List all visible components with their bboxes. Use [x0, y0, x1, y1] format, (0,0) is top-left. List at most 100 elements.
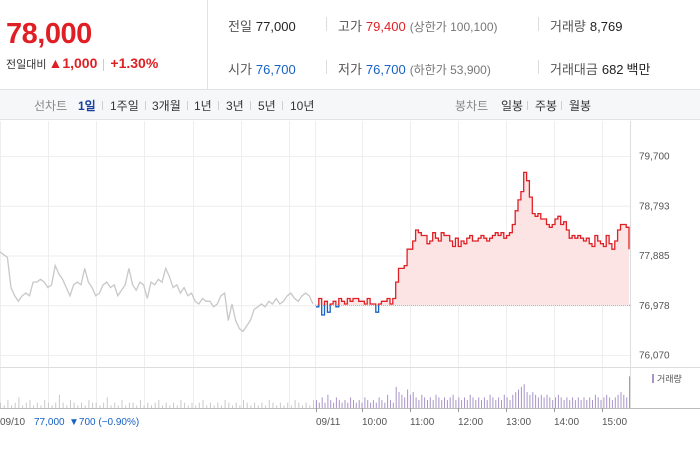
divider	[282, 101, 283, 110]
volume-bar	[503, 394, 505, 408]
y-tick-label: 76,070	[639, 351, 670, 362]
volume-value: 8,769	[589, 19, 623, 34]
volume-bar	[489, 394, 491, 408]
tab-3month[interactable]: 3개월	[152, 99, 181, 113]
volume-bar	[574, 400, 576, 408]
volume-bar	[435, 394, 437, 408]
tab-daily-candle[interactable]: 일봉	[501, 99, 524, 113]
volume-bar	[438, 397, 440, 408]
today-up-line	[318, 171, 630, 306]
volume-bar	[535, 394, 537, 408]
volume-bar	[202, 400, 204, 408]
tab-1year[interactable]: 1년	[194, 99, 212, 113]
volume-bar	[257, 405, 259, 408]
volume-bar	[415, 397, 417, 408]
volume-bar	[407, 389, 409, 408]
divider	[538, 60, 539, 74]
intraday-price-chart: 79,700 78,793 77,885 76,978 76,070 거래량 09/10…	[0, 121, 700, 428]
x-axis: 09/10 77,000 ▼700 (−0.90%) 09/11 10:00 11:00 1…	[0, 408, 627, 428]
volume-bar	[452, 394, 454, 408]
volume-bar	[117, 405, 119, 408]
tab-weekly-candle[interactable]: 주봉	[535, 99, 558, 113]
volume-bar	[390, 400, 391, 408]
tab-monthly-candle[interactable]: 월봉	[569, 99, 592, 113]
volume-bar	[358, 400, 360, 408]
volume-bar	[629, 376, 630, 408]
volume-bar	[444, 397, 445, 408]
divider	[527, 101, 528, 110]
volume-bar	[509, 400, 511, 408]
low-value: 76,700	[365, 62, 406, 77]
volume-bar	[498, 397, 500, 408]
up-arrow-icon: ▲	[48, 55, 63, 71]
volume-bar	[165, 402, 167, 408]
volume-bar	[14, 402, 16, 408]
tab-5year[interactable]: 5년	[258, 99, 276, 113]
volume-bar	[392, 402, 394, 408]
volume-bar	[372, 400, 374, 408]
volume-bar	[121, 400, 123, 408]
line-chart-label: 선차트	[34, 99, 68, 113]
volume-bar	[324, 402, 326, 408]
high-stat: 고가 79,400 (상한가 100,100)	[338, 16, 498, 35]
volume-bar	[316, 400, 317, 408]
tab-10year[interactable]: 10년	[290, 99, 315, 113]
volume-bar	[206, 405, 208, 408]
volume-bar	[526, 392, 528, 408]
volume-bar	[29, 400, 31, 408]
change-label: 전일대비	[6, 59, 47, 71]
volume-bar	[469, 394, 471, 408]
volume-bar	[592, 400, 593, 408]
volume-bar	[276, 405, 278, 408]
volume-bar	[84, 405, 86, 408]
volume-bar	[395, 386, 397, 408]
high-label: 고가	[338, 19, 362, 34]
divider	[250, 101, 251, 110]
volume-bar	[279, 402, 281, 408]
volume-bar	[455, 400, 457, 408]
tab-3year[interactable]: 3년	[226, 99, 244, 113]
volume-bar	[162, 405, 163, 408]
volume-bar	[302, 405, 303, 408]
volume-bar	[151, 405, 152, 408]
volume-bar	[580, 400, 582, 408]
volume-bar	[305, 402, 307, 408]
volume-bar	[458, 397, 460, 408]
volume-bar	[384, 402, 386, 408]
volume-bar	[441, 400, 443, 408]
volume-bar	[136, 405, 138, 408]
volume-bar	[492, 397, 494, 408]
volume-bar	[243, 400, 244, 408]
prev-close-stat: 전일 77,000	[228, 16, 296, 35]
volume-bar	[99, 405, 101, 408]
volume-bar	[228, 402, 230, 408]
y-tick-label: 76,978	[639, 301, 670, 312]
tab-1day[interactable]: 1일	[78, 99, 96, 113]
volume-bar	[88, 400, 90, 408]
volume-bar	[537, 397, 539, 408]
volume-bar	[232, 405, 233, 408]
volume-bar	[355, 402, 357, 408]
tab-1week[interactable]: 1주일	[110, 99, 139, 113]
low-stat: 저가 76,700 (하한가 53,900)	[338, 59, 491, 78]
volume-bar	[483, 397, 485, 408]
volume-bar	[606, 394, 608, 408]
volume-bar	[191, 402, 193, 408]
volume-bar	[600, 400, 602, 408]
volume-bar	[55, 402, 57, 408]
volume-bar	[333, 402, 335, 408]
volume-bar	[330, 400, 332, 408]
volume-bar	[106, 397, 108, 408]
volume-label: 거래량	[550, 19, 586, 34]
volume-bar	[478, 397, 480, 408]
volume-bar	[486, 400, 488, 408]
divider	[326, 60, 327, 74]
price-lines	[0, 171, 630, 333]
volume-bar	[569, 400, 571, 408]
volume-bar	[250, 405, 252, 408]
volume-bar	[532, 392, 534, 408]
volume-bar	[81, 402, 82, 408]
divider	[538, 17, 539, 31]
volume-bar	[398, 392, 400, 408]
low-label: 저가	[338, 62, 362, 77]
